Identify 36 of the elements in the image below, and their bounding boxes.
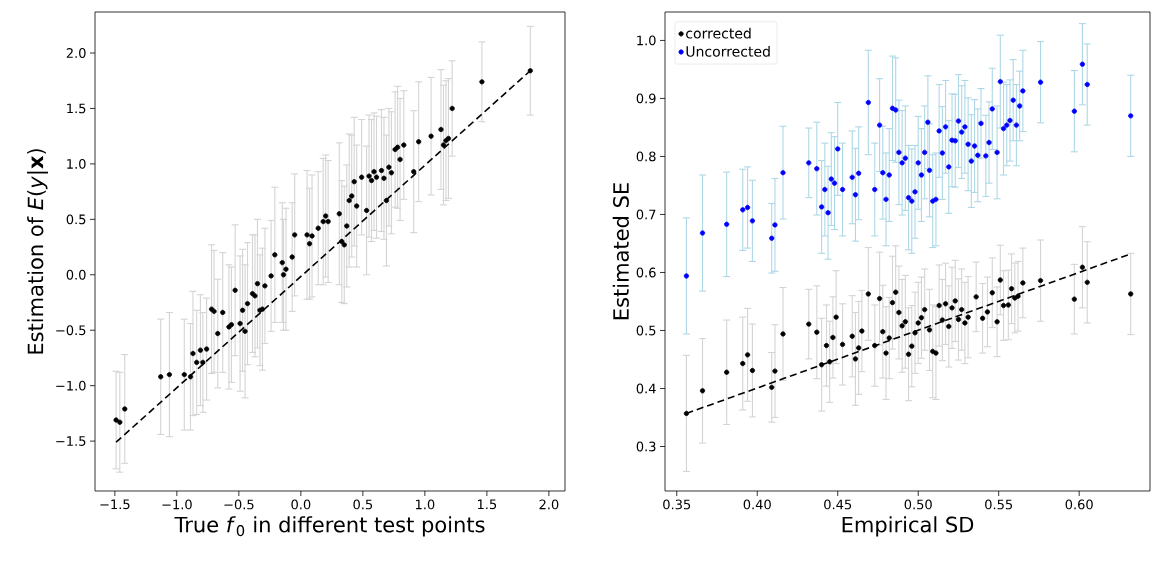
legend-label: corrected (686, 27, 751, 39)
y-tick-label: 0.8 (636, 151, 656, 162)
x-axis-title: True f$_{0}$ in different test points (174, 516, 485, 537)
x-tick-label: −1.5 (100, 499, 130, 510)
x-tick-label: 1.5 (477, 499, 497, 510)
y-tick-label: 1.0 (637, 35, 656, 46)
y-tick-label: −0.5 (56, 325, 86, 336)
y-tick-label: 2.0 (66, 48, 86, 58)
x-tick-label: 0.60 (1065, 499, 1093, 510)
y-tick-label: 1.5 (67, 103, 86, 114)
x-tick-label: −0.5 (224, 499, 254, 510)
legend-label: Uncorrected (686, 45, 770, 57)
y-axis-title: Estimation of E(y|x) (27, 149, 49, 354)
y-tick-label: −1.0 (56, 380, 86, 391)
x-axis-title: Empirical SD (842, 516, 974, 537)
y-tick-label: 0.0 (66, 269, 86, 280)
x-tick-label: 0.35 (663, 499, 691, 510)
y-tick-label: −1.5 (56, 436, 86, 446)
y-tick-label: 0.4 (636, 383, 656, 394)
x-tick-label: 0.5 (353, 499, 373, 510)
x-tick-label: 0.50 (904, 499, 932, 510)
y-tick-label: 0.5 (66, 214, 86, 225)
y-tick-label: 0.9 (636, 93, 656, 104)
x-tick-label: 0.0 (291, 499, 311, 510)
x-tick-label: 2.0 (539, 499, 559, 510)
x-tick-label: −1.0 (162, 499, 192, 510)
x-tick-label: 1.0 (415, 499, 435, 510)
x-tick-label: 0.55 (985, 499, 1013, 510)
y-tick-label: 1.0 (67, 158, 86, 169)
y-tick-label: 0.7 (636, 209, 656, 220)
y-axis-title: Estimated SE (612, 183, 629, 320)
x-tick-label: 0.40 (743, 499, 771, 510)
y-tick-label: 0.6 (636, 267, 656, 278)
x-tick-label: 0.45 (824, 499, 852, 510)
y-tick-label: 0.5 (636, 325, 656, 336)
y-tick-label: 0.3 (636, 441, 656, 452)
